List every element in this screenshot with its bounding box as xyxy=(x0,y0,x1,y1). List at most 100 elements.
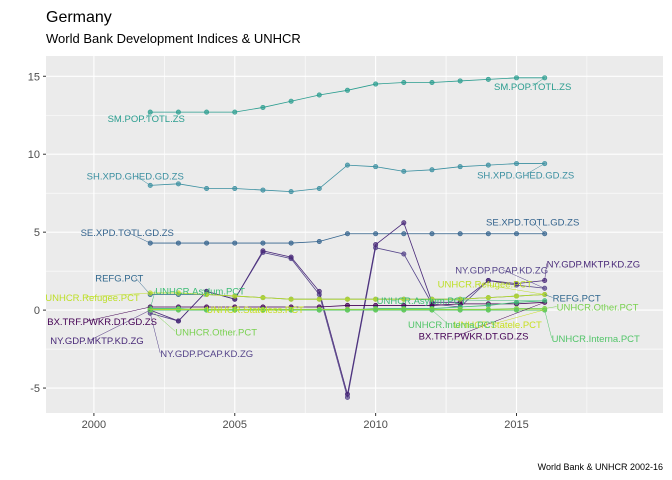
data-point xyxy=(288,296,294,302)
data-point xyxy=(260,295,266,301)
series-sh-xpd-ghed-gd-zs xyxy=(147,161,548,195)
data-point xyxy=(288,307,294,313)
label-leader xyxy=(87,306,151,322)
chart-subtitle: World Bank Development Indices & UNHCR xyxy=(46,31,301,46)
data-point xyxy=(175,109,181,115)
data-point xyxy=(232,307,238,313)
data-point xyxy=(175,181,181,187)
data-point xyxy=(260,240,266,246)
series-label: NY.GDP.PCAP.KD.ZG xyxy=(455,265,548,276)
y-tick-label: 15 xyxy=(28,71,40,83)
data-point xyxy=(429,167,435,173)
data-point xyxy=(175,307,181,313)
data-point xyxy=(260,104,266,110)
data-point xyxy=(288,98,294,104)
label-leader xyxy=(532,77,545,87)
series-label: REFG.PCT xyxy=(553,294,601,305)
data-point xyxy=(344,87,350,93)
data-point xyxy=(457,307,463,313)
label-leader xyxy=(150,308,207,311)
label-leader xyxy=(544,263,547,281)
label-leader xyxy=(150,290,156,309)
data-point xyxy=(232,186,238,192)
label-leader xyxy=(135,277,151,295)
data-point xyxy=(373,81,379,87)
series-label: UNHCR.Stateless.PCT xyxy=(206,305,304,316)
data-point xyxy=(429,80,435,86)
data-point xyxy=(175,318,181,324)
series-label: UNHCR.Refugee.PCT xyxy=(45,293,140,304)
data-point xyxy=(260,248,266,254)
data-point xyxy=(457,231,463,237)
series-layer xyxy=(147,75,548,400)
data-point xyxy=(513,161,519,167)
label-leader xyxy=(544,294,553,298)
label-leader xyxy=(135,175,151,186)
data-point xyxy=(401,220,407,226)
data-point xyxy=(260,307,266,313)
y-tick-label: 0 xyxy=(34,305,40,317)
label-leader xyxy=(493,309,545,325)
axis-layer: 2000 2005 2010 2015 -5 0 5 10 15 xyxy=(28,71,529,431)
x-tick-label: 2000 xyxy=(82,419,106,431)
data-point xyxy=(513,293,519,299)
label-leader xyxy=(544,310,552,339)
series-label: UNHCR.Other.PCT xyxy=(175,327,257,338)
series-unhcr-refugee-pct xyxy=(147,290,548,302)
gridlines xyxy=(46,56,663,413)
series-label: NY.GDP.MKTP.KD.ZG xyxy=(547,259,640,270)
data-point xyxy=(401,168,407,174)
data-point xyxy=(316,288,322,294)
label-leader xyxy=(149,313,161,354)
data-point xyxy=(344,296,350,302)
plot-panel xyxy=(46,56,663,413)
x-tick-label: 2005 xyxy=(223,419,247,431)
label-leader xyxy=(525,163,545,175)
label-leader xyxy=(458,302,545,336)
data-point xyxy=(288,189,294,195)
series-label: UNHCR.Asylum.PCT xyxy=(377,296,467,307)
series-label: UNHCR.Refugee.PCT xyxy=(438,280,533,291)
data-point xyxy=(457,164,463,170)
data-point xyxy=(232,109,238,115)
data-point xyxy=(429,231,435,237)
data-point xyxy=(401,296,407,302)
data-point xyxy=(485,307,491,313)
data-point xyxy=(260,187,266,193)
series-label: REFG.PCT xyxy=(95,274,143,285)
label-leader xyxy=(416,299,545,302)
series-label: UNHCR.Asylum.PCT xyxy=(155,287,245,298)
label-leader xyxy=(146,111,151,119)
series-label: SM.POP.TOTL.ZS xyxy=(494,82,571,93)
series-label: BX.TRF.PWKR.DT.GD.ZS xyxy=(47,317,157,328)
series-label: BX.TRF.PWKR.DT.GD.ZS xyxy=(419,331,529,342)
data-point xyxy=(401,307,407,313)
series-label: SH.XPD.GHED.GD.ZS xyxy=(87,171,184,182)
data-point xyxy=(373,164,379,170)
data-point xyxy=(288,254,294,260)
data-point xyxy=(204,109,210,115)
data-point xyxy=(485,295,491,301)
series-label: NY.GDP.MKTP.KD.ZG xyxy=(50,336,143,347)
data-point xyxy=(485,277,491,283)
label-leader xyxy=(150,309,176,332)
data-point xyxy=(457,78,463,84)
data-point xyxy=(232,240,238,246)
data-point xyxy=(401,251,407,257)
series-label: UNHCR.Statele.PCT xyxy=(454,320,542,331)
series-label: UNHCR.Other.PCT xyxy=(557,303,639,314)
label-layer: SM.POP.TOTL.ZS SM.POP.TOTL.ZS SH.XPD.GHED.… xyxy=(45,77,640,360)
series-label: SH.XPD.GHED.GD.ZS xyxy=(477,171,574,182)
data-point xyxy=(344,307,350,313)
data-point xyxy=(401,231,407,237)
data-point xyxy=(485,231,491,237)
data-point xyxy=(232,293,238,299)
data-point xyxy=(513,231,519,237)
series-label: UNHCR.Interna.PCT xyxy=(408,320,496,331)
data-point xyxy=(344,231,350,237)
data-point xyxy=(373,231,379,237)
data-point xyxy=(373,242,379,248)
data-point xyxy=(204,240,210,246)
series-label: SE.XPD.TOTL.GD.ZS xyxy=(486,218,579,229)
